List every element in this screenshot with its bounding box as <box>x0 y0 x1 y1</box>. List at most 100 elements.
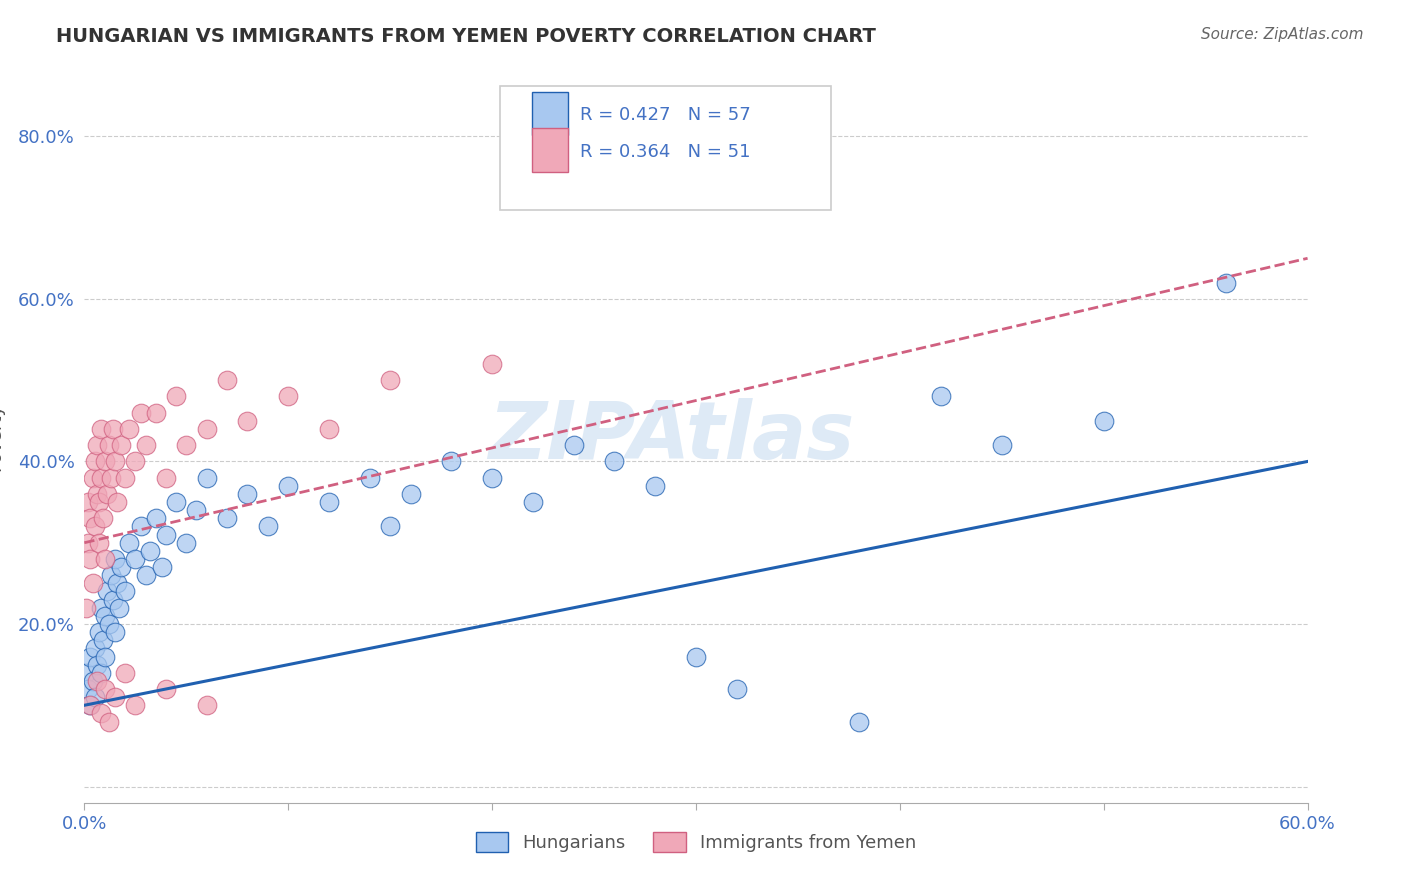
Point <box>138 544 160 558</box>
Point <box>110 438 132 452</box>
Point <box>481 471 503 485</box>
Point <box>318 422 340 436</box>
Point <box>101 422 124 436</box>
Point <box>108 600 131 615</box>
Point <box>90 665 112 680</box>
Point <box>93 681 115 696</box>
Point <box>79 511 101 525</box>
Point <box>277 479 299 493</box>
Point <box>86 438 108 452</box>
Point <box>155 681 177 696</box>
Point <box>97 438 120 452</box>
Point <box>481 357 503 371</box>
Point <box>380 373 402 387</box>
Point <box>195 422 218 436</box>
Point <box>93 454 115 468</box>
FancyBboxPatch shape <box>501 86 831 211</box>
Point <box>236 487 259 501</box>
Point <box>195 471 218 485</box>
Point <box>359 471 381 485</box>
Point <box>90 600 112 615</box>
Point <box>79 649 101 664</box>
Point <box>75 665 97 680</box>
Point <box>124 454 146 468</box>
Point <box>217 511 239 525</box>
Point <box>83 454 105 468</box>
Point <box>96 487 118 501</box>
Point <box>104 690 127 705</box>
Point <box>174 438 197 452</box>
Point <box>86 657 108 672</box>
Point <box>440 454 463 468</box>
Point <box>186 503 208 517</box>
Point <box>77 535 100 549</box>
Point <box>90 706 112 721</box>
Point <box>114 665 136 680</box>
Point <box>86 673 108 688</box>
Point <box>277 389 299 403</box>
Point <box>257 519 280 533</box>
Point <box>114 584 136 599</box>
Point <box>79 552 101 566</box>
Point <box>848 714 870 729</box>
Point <box>104 625 127 640</box>
Point <box>105 495 128 509</box>
Y-axis label: Poverty: Poverty <box>0 403 4 471</box>
Point <box>82 471 104 485</box>
Point <box>82 576 104 591</box>
Legend: Hungarians, Immigrants from Yemen: Hungarians, Immigrants from Yemen <box>468 824 924 860</box>
Point <box>145 406 167 420</box>
FancyBboxPatch shape <box>531 128 568 171</box>
Point <box>1215 276 1237 290</box>
Point <box>165 495 187 509</box>
Point <box>79 698 101 713</box>
Point <box>104 454 127 468</box>
Point <box>195 698 218 713</box>
Text: Source: ZipAtlas.com: Source: ZipAtlas.com <box>1201 27 1364 42</box>
Text: ZIPAtlas: ZIPAtlas <box>488 398 855 476</box>
Point <box>644 479 666 493</box>
Point <box>90 471 112 485</box>
Point <box>114 471 136 485</box>
Point <box>87 535 110 549</box>
Point <box>82 673 104 688</box>
Point <box>104 552 127 566</box>
Point <box>318 495 340 509</box>
Point <box>93 649 115 664</box>
Point <box>685 649 707 664</box>
Point <box>155 527 177 541</box>
Point <box>562 438 585 452</box>
Point <box>135 568 157 582</box>
Point <box>174 535 197 549</box>
Point <box>83 519 105 533</box>
Point <box>155 471 177 485</box>
Point <box>91 633 114 648</box>
Point <box>380 519 402 533</box>
Point <box>165 389 187 403</box>
Point <box>135 438 157 452</box>
Point <box>79 698 101 713</box>
Point <box>96 584 118 599</box>
Point <box>118 535 141 549</box>
Point <box>77 495 100 509</box>
Point <box>83 690 105 705</box>
Point <box>110 560 132 574</box>
Point <box>90 422 112 436</box>
Point <box>118 422 141 436</box>
Point <box>725 681 748 696</box>
Point <box>929 389 952 403</box>
Point <box>124 552 146 566</box>
Point <box>87 495 110 509</box>
Text: R = 0.364   N = 51: R = 0.364 N = 51 <box>579 143 751 161</box>
Point <box>97 617 120 632</box>
Point <box>75 600 97 615</box>
Point <box>236 414 259 428</box>
Point <box>105 576 128 591</box>
Point <box>100 568 122 582</box>
Point <box>77 681 100 696</box>
Point <box>522 495 544 509</box>
Point <box>86 487 108 501</box>
Point <box>124 698 146 713</box>
Point <box>1092 414 1115 428</box>
Point <box>93 552 115 566</box>
